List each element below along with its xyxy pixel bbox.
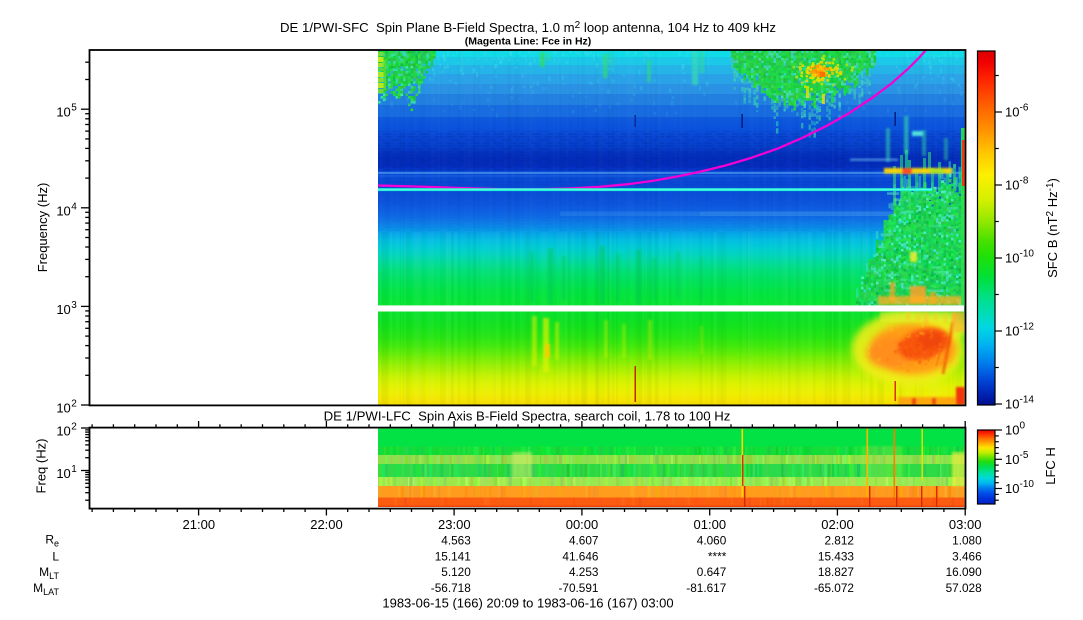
svg-text:4.563: 4.563 [441, 534, 471, 548]
svg-text:-70.591: -70.591 [558, 581, 598, 595]
svg-text:2: 2 [71, 399, 77, 410]
svg-text:-10: -10 [1020, 479, 1035, 490]
svg-text:3.466: 3.466 [952, 549, 982, 563]
svg-text:10: 10 [1005, 452, 1019, 467]
svg-text:4: 4 [71, 201, 77, 212]
svg-text:0.647: 0.647 [697, 565, 727, 579]
svg-text:41.646: 41.646 [562, 549, 599, 563]
svg-text:DE 1/PWI-LFC Spin Axis B-Fiel: DE 1/PWI-LFC Spin Axis B-Field Spectra, … [324, 409, 731, 424]
svg-text:15.141: 15.141 [435, 549, 471, 563]
svg-text:4.060: 4.060 [697, 534, 727, 548]
svg-text:10: 10 [56, 401, 70, 416]
svg-text:10: 10 [56, 424, 70, 439]
svg-text:LFC H: LFC H [1043, 447, 1058, 485]
svg-text:2: 2 [71, 422, 77, 433]
svg-text:-6: -6 [1020, 103, 1029, 114]
svg-text:0: 0 [1020, 421, 1026, 432]
svg-text:10: 10 [1005, 324, 1019, 339]
svg-text:-65.072: -65.072 [814, 581, 854, 595]
svg-text:21:00: 21:00 [183, 517, 216, 532]
svg-text:15.433: 15.433 [818, 549, 855, 563]
svg-text:Freq (Hz): Freq (Hz) [34, 439, 49, 494]
svg-text:03:00: 03:00 [949, 517, 982, 532]
svg-text:00:00: 00:00 [566, 517, 599, 532]
svg-text:SFC B (nT2 Hz-1): SFC B (nT2 Hz-1) [1045, 178, 1060, 278]
svg-text:-56.718: -56.718 [431, 581, 471, 595]
svg-text:-5: -5 [1020, 450, 1029, 461]
svg-text:57.028: 57.028 [946, 581, 983, 595]
svg-text:5: 5 [71, 103, 77, 114]
svg-text:****: **** [708, 549, 727, 563]
svg-text:10: 10 [1005, 397, 1019, 412]
svg-text:Frequency (Hz): Frequency (Hz) [35, 183, 50, 273]
svg-text:10: 10 [1005, 481, 1019, 496]
svg-text:2.812: 2.812 [824, 534, 854, 548]
svg-text:23:00: 23:00 [438, 517, 471, 532]
svg-text:-10: -10 [1020, 249, 1035, 260]
svg-text:10: 10 [1005, 105, 1019, 120]
svg-text:4.607: 4.607 [569, 534, 599, 548]
svg-text:10: 10 [1005, 423, 1019, 438]
svg-text:10: 10 [56, 203, 70, 218]
svg-text:01:00: 01:00 [694, 517, 727, 532]
svg-text:-81.617: -81.617 [686, 581, 726, 595]
svg-text:10: 10 [56, 302, 70, 317]
svg-text:-8: -8 [1020, 176, 1029, 187]
svg-text:02:00: 02:00 [821, 517, 854, 532]
svg-text:10: 10 [1005, 251, 1019, 266]
svg-text:-14: -14 [1020, 395, 1035, 406]
svg-text:10: 10 [56, 466, 70, 481]
svg-text:5.120: 5.120 [441, 565, 471, 579]
svg-text:16.090: 16.090 [946, 565, 983, 579]
svg-text:(Magenta Line: Fce in Hz): (Magenta Line: Fce in Hz) [465, 36, 592, 48]
svg-text:3: 3 [71, 300, 77, 311]
svg-text:1983-06-15 (166) 20:09 to 1983: 1983-06-15 (166) 20:09 to 1983-06-16 (16… [382, 596, 673, 611]
svg-text:1.080: 1.080 [952, 534, 982, 548]
svg-text:22:00: 22:00 [310, 517, 343, 532]
svg-text:10: 10 [1005, 178, 1019, 193]
svg-text:-12: -12 [1020, 322, 1035, 333]
svg-text:DE 1/PWI-SFC Spin Plane B-Fie: DE 1/PWI-SFC Spin Plane B-Field Spectra,… [280, 20, 776, 35]
svg-text:L: L [52, 549, 59, 563]
svg-text:10: 10 [56, 105, 70, 120]
svg-text:18.827: 18.827 [818, 565, 854, 579]
svg-text:4.253: 4.253 [569, 565, 599, 579]
svg-text:1: 1 [71, 464, 77, 475]
